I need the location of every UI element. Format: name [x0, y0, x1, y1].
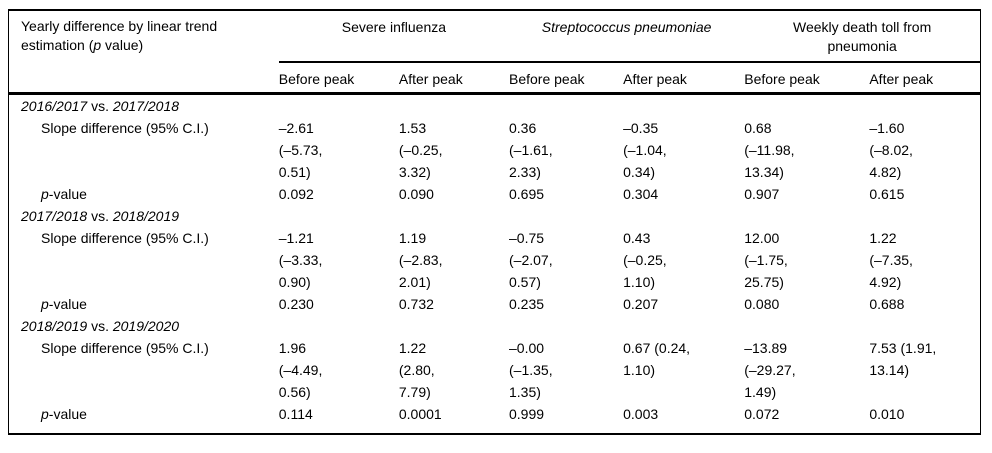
table-header: Yearly difference by linear trend estima…: [8, 10, 981, 95]
pvalue-cell: 0.0001: [398, 405, 442, 422]
season-year-b: 2018/2019: [112, 207, 180, 224]
slope-difference-label: Slope difference (95% C.I.): [41, 119, 209, 136]
group-header-row: Yearly difference by linear trend estima…: [8, 10, 981, 95]
subheader-after-peak-pneumonia: After peak: [869, 62, 981, 95]
pvalue-label: p-value: [9, 293, 279, 315]
pvalue-cell: 0.615: [869, 185, 905, 202]
pvalue-row-2: p-value 0.230 0.732 0.235 0.207 0.080 0.…: [9, 293, 981, 315]
slope-value-cell: –1.60 (–8.02, 4.82): [869, 119, 913, 180]
pvalue-row-1: p-value 0.092 0.090 0.695 0.304 0.907 0.…: [9, 183, 981, 205]
pvalue-label-p: p: [41, 295, 49, 312]
slope-value-cell: 1.22 (–7.35, 4.92): [869, 229, 913, 290]
slope-value-cell: –13.89 (–29.27, 1.49): [744, 339, 796, 400]
corner-header-line2-pre: estimation (: [21, 37, 94, 53]
pvalue-row-3: p-value 0.114 0.0001 0.999 0.003 0.072 0…: [9, 403, 981, 434]
pvalue-cell: 0.304: [623, 185, 659, 202]
slope-difference-label: Slope difference (95% C.I.): [41, 339, 209, 356]
season-year-a: 2017/2018: [21, 207, 88, 224]
pvalue-cell: 0.235: [509, 295, 545, 312]
slope-value-cell: –1.21 (–3.33, 0.90): [278, 229, 323, 290]
slope-row-3: Slope difference (95% C.I.) 1.96 (–4.49,…: [9, 337, 981, 403]
slope-value-cell: 1.22 (2.80, 7.79): [398, 339, 435, 400]
pvalue-cell: 0.003: [623, 405, 659, 422]
pvalue-cell: 0.230: [278, 295, 314, 312]
group-header-streptococcus-pneumoniae: Streptococcus pneumoniae: [509, 10, 745, 63]
pvalue-cell: 0.695: [509, 185, 545, 202]
slope-row-1: Slope difference (95% C.I.) –2.61 (–5.73…: [9, 117, 981, 183]
season-vs: vs.: [87, 97, 113, 114]
season-year-a: 2018/2019: [21, 317, 88, 334]
slope-value-cell: 1.53 (–0.25, 3.32): [398, 119, 443, 180]
subheader-before-peak-streptococcus: Before peak: [509, 62, 624, 95]
pvalue-label-p: p: [41, 405, 49, 422]
subheader-after-peak-influenza: After peak: [398, 62, 509, 95]
season-vs: vs.: [87, 317, 113, 334]
pvalue-cell: 0.080: [744, 295, 780, 312]
pvalue-cell: 0.688: [869, 295, 905, 312]
season-row-2: 2017/2018 vs. 2018/2019: [9, 205, 981, 227]
season-row-3: 2018/2019 vs. 2019/2020: [9, 315, 981, 337]
season-vs: vs.: [87, 207, 113, 224]
season-year-a: 2016/2017: [21, 97, 88, 114]
slope-value-cell: 0.67 (0.24, 1.10): [623, 339, 691, 378]
pvalue-label: p-value: [9, 183, 279, 205]
subheader-after-peak-streptococcus: After peak: [623, 62, 745, 95]
pvalue-label-suffix: -value: [48, 295, 87, 312]
pvalue-cell: 0.010: [869, 405, 905, 422]
pvalue-label-suffix: -value: [48, 405, 87, 422]
corner-header-line2-post: value): [101, 37, 144, 53]
slope-difference-label: Slope difference (95% C.I.): [41, 229, 209, 246]
slope-value-cell: 7.53 (1.91, 13.14): [869, 339, 937, 378]
pvalue-cell: 0.072: [744, 405, 780, 422]
pvalue-cell: 0.092: [278, 185, 314, 202]
slope-value-cell: 0.43 (–0.25, 1.10): [623, 229, 667, 290]
pvalue-cell: 0.114: [278, 405, 313, 422]
group-header-severe-influenza: Severe influenza: [278, 10, 509, 63]
pvalue-cell: 0.999: [509, 405, 545, 422]
subheader-before-peak-pneumonia: Before peak: [744, 62, 870, 95]
slope-value-cell: –0.75 (–2.07, 0.57): [509, 229, 553, 290]
pvalue-cell: 0.090: [398, 185, 434, 202]
season-year-b: 2017/2018: [112, 97, 180, 114]
pvalue-cell: 0.207: [623, 295, 659, 312]
slope-value-cell: 0.68 (–11.98, 13.34): [744, 119, 795, 180]
subheader-row: Before peak After peak Before peak After…: [9, 62, 981, 95]
corner-header-p-italic: p: [93, 37, 102, 53]
slope-value-cell: 1.96 (–4.49, 0.56): [278, 339, 323, 400]
subheader-before-peak-influenza: Before peak: [278, 62, 399, 95]
slope-value-cell: 0.36 (–1.61, 2.33): [509, 119, 553, 180]
slope-value-cell: 12.00 (–1.75, 25.75): [744, 229, 788, 290]
pvalue-label: p-value: [9, 403, 279, 434]
season-label: 2017/2018 vs. 2018/2019: [9, 205, 981, 227]
group-header-weekly-death-toll: Weekly death toll from pneumonia: [744, 10, 981, 63]
slope-value-cell: 1.19 (–2.83, 2.01): [398, 229, 443, 290]
season-label: 2016/2017 vs. 2017/2018: [9, 93, 981, 117]
season-row-1: 2016/2017 vs. 2017/2018: [9, 93, 981, 117]
pvalue-cell: 0.907: [744, 185, 780, 202]
results-table: Yearly difference by linear trend estima…: [8, 9, 981, 435]
slope-value-cell: –0.35 (–1.04, 0.34): [623, 119, 667, 180]
slope-value-cell: –2.61 (–5.73, 0.51): [278, 119, 323, 180]
slope-row-2: Slope difference (95% C.I.) –1.21 (–3.33…: [9, 227, 981, 293]
corner-header-line1: Yearly difference by linear trend: [21, 18, 218, 34]
slope-value-cell: –0.00 (–1.35, 1.35): [509, 339, 553, 400]
pvalue-label-suffix: -value: [48, 185, 87, 202]
season-label: 2018/2019 vs. 2019/2020: [9, 315, 981, 337]
pvalue-cell: 0.732: [398, 295, 434, 312]
pvalue-label-p: p: [41, 185, 49, 202]
table-body: 2016/2017 vs. 2017/2018 Slope difference…: [9, 93, 981, 434]
corner-header: Yearly difference by linear trend estima…: [8, 10, 279, 95]
season-year-b: 2019/2020: [112, 317, 180, 334]
